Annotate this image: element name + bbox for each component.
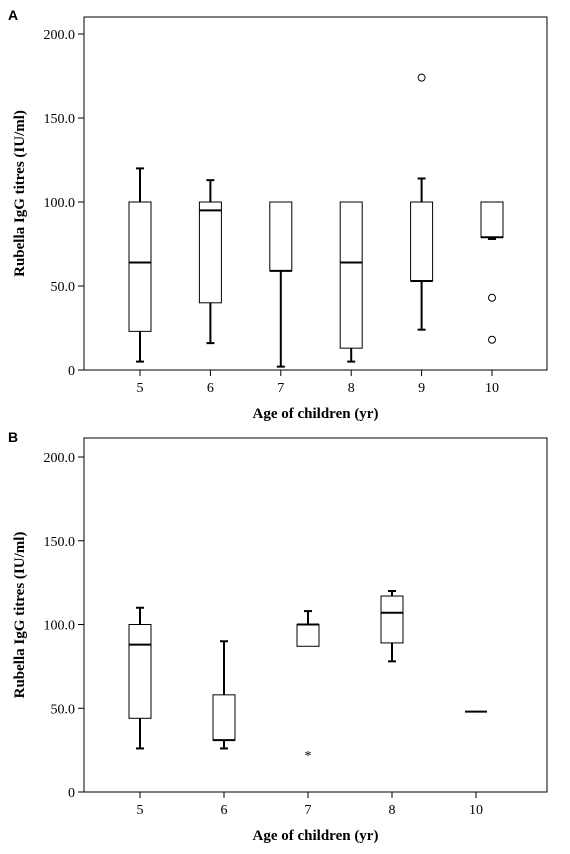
extreme-point: * — [305, 749, 312, 764]
y-tick-label: 50.0 — [51, 280, 76, 295]
y-tick-label: 200.0 — [44, 451, 76, 466]
iqr-box — [212, 694, 236, 741]
x-tick-label: 6 — [207, 381, 214, 396]
box-6 — [198, 179, 222, 345]
iqr-box — [128, 201, 152, 332]
x-tick-label: 10 — [469, 803, 483, 818]
iqr-box — [410, 201, 434, 282]
y-tick-label: 50.0 — [51, 702, 76, 717]
y-tick-label: 100.0 — [44, 619, 76, 634]
plot-frame — [83, 437, 548, 793]
x-tick-label: 6 — [221, 803, 228, 818]
iqr-box — [128, 624, 152, 719]
iqr-box — [269, 201, 293, 272]
x-tick-label: 5 — [137, 803, 144, 818]
iqr-box — [296, 624, 320, 647]
x-tick-label: 8 — [348, 381, 355, 396]
x-tick-label: 7 — [277, 381, 284, 396]
y-axis-title: Rubella IgG titres (IU/ml) — [12, 532, 28, 699]
iqr-box — [339, 201, 363, 349]
box-10 — [480, 201, 504, 240]
panel-label: A — [8, 7, 18, 23]
box-8 — [339, 201, 363, 363]
y-axis-title: Rubella IgG titres (IU/ml) — [12, 110, 28, 277]
iqr-box — [198, 201, 222, 304]
box-9 — [410, 177, 434, 331]
outlier-point — [417, 73, 426, 82]
box-7 — [269, 201, 293, 368]
box-5 — [128, 167, 152, 363]
outlier-point — [488, 335, 496, 344]
y-tick-label: 150.0 — [44, 535, 76, 550]
iqr-box — [480, 201, 504, 238]
plot-frame — [83, 16, 548, 371]
chart-panel-b: B 0 50.0 100.0 150.0 200.0 5 6 7 8 10 Age of childr… — [8, 429, 548, 844]
y-tick-label: 150.0 — [44, 112, 76, 127]
box-5 — [128, 606, 152, 750]
x-tick-label: 10 — [485, 381, 499, 396]
box-8 — [380, 590, 404, 663]
x-tick-label: 8 — [389, 803, 396, 818]
x-axis-title: Age of children (yr) — [253, 406, 379, 422]
x-tick-label: 7 — [305, 803, 312, 818]
chart-panel-a: A 0 50.0 100.0 150.0 200.0 5 6 7 8 9 10 Age of child… — [8, 7, 548, 422]
y-tick-label: 0 — [68, 364, 75, 379]
x-axis-title: Age of children (yr) — [253, 828, 379, 844]
y-tick-label: 100.0 — [44, 196, 76, 211]
panel-label: B — [8, 429, 18, 445]
box-6 — [212, 640, 236, 750]
box-7 — [296, 610, 320, 647]
x-tick-label: 9 — [418, 381, 425, 396]
x-tick-label: 5 — [137, 381, 144, 396]
y-tick-label: 200.0 — [44, 28, 76, 43]
y-tick-label: 0 — [68, 786, 75, 801]
outlier-point — [488, 293, 496, 302]
iqr-box — [380, 595, 404, 644]
